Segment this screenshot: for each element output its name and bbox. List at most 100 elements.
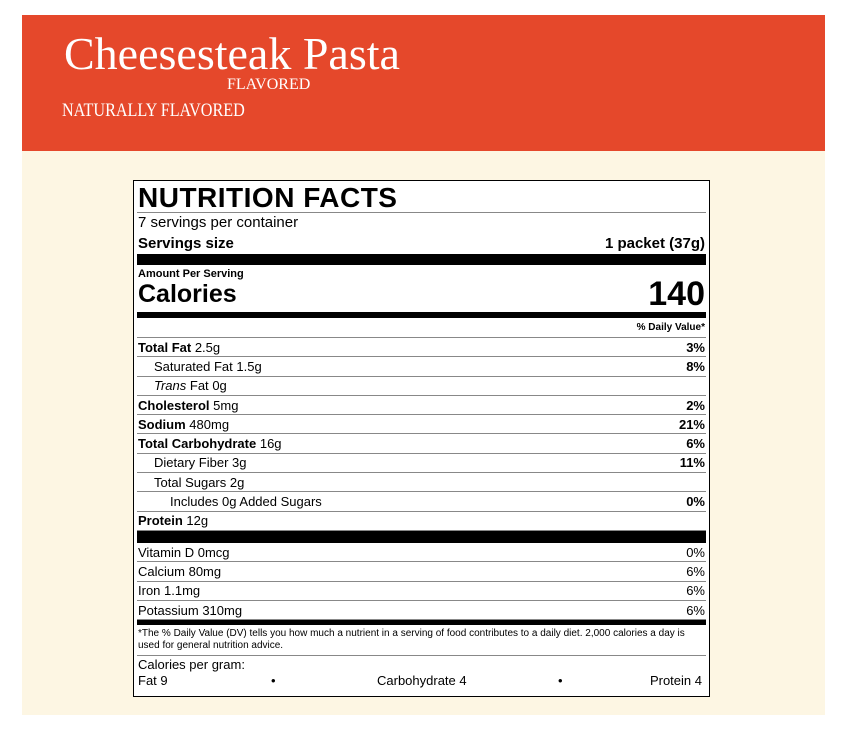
nutrient-label: Sodium 480mg	[138, 417, 229, 432]
footnote-text: *The % Daily Value (DV) tells you how mu…	[138, 628, 685, 652]
nutrient-name: Fat	[189, 378, 209, 394]
medium-rule	[137, 312, 706, 318]
nutrient-amount: 12g	[186, 513, 209, 529]
nutrient-name: Total Fat	[138, 339, 192, 355]
facts-title-text: NUTRITION FACTS	[138, 181, 398, 213]
nutrient-amount: 5mg	[213, 397, 239, 413]
nutrient-label: Vitamin D 0mcg	[138, 545, 230, 560]
cpg-label: Calories per gram:	[138, 657, 245, 673]
bullet: •	[271, 673, 276, 689]
nutrient-row: Total Sugars 2g	[137, 473, 706, 493]
nutrient-name: Dietary Fiber	[154, 455, 229, 471]
nutrition-facts: NUTRITION FACTS 7 servings per container…	[133, 180, 710, 698]
nutrient-row: Saturated Fat 1.5g 8%	[137, 357, 706, 377]
nutrient-name: Saturated Fat	[154, 358, 233, 374]
nutrient-name: Potassium	[138, 602, 199, 618]
dv-header: % Daily Value*	[636, 322, 705, 333]
calories-label: Calories	[138, 280, 237, 308]
nutrient-name: Vitamin D	[138, 544, 195, 560]
nutrient-row: Vitamin D 0mcg 0%	[137, 543, 706, 563]
nutrient-row: Iron 1.1mg 6%	[137, 582, 706, 601]
nutrient-label: Saturated Fat 1.5g	[138, 359, 262, 374]
cpg-item: Fat 9	[138, 673, 168, 689]
nutrient-name: Cholesterol	[138, 397, 210, 413]
amount-row: Amount Per Serving	[137, 265, 706, 280]
nutrient-amount: 80mg	[188, 563, 222, 579]
nutrient-name: Calcium	[138, 563, 185, 579]
nutrient-amount: 0g	[212, 378, 227, 394]
product-title: Cheesesteak Pasta	[64, 28, 400, 79]
nutrient-row: Total Carbohydrate 16g 6%	[137, 434, 706, 454]
nutrient-amount: 0g Added Sugars	[222, 494, 322, 510]
nutrient-name: Total Carbohydrate	[138, 436, 257, 452]
nutrient-name: Protein	[138, 513, 183, 529]
facts-title: NUTRITION FACTS	[137, 181, 706, 213]
nutrient-amount: 310mg	[202, 602, 243, 618]
nutrient-row: Trans Fat 0g	[137, 377, 706, 396]
calories-value: 140	[648, 275, 705, 313]
nutrient-dv: 2%	[686, 397, 705, 413]
nutrient-label: Dietary Fiber 3g	[138, 455, 247, 470]
nutrient-dv: 6%	[686, 583, 705, 599]
medium-rule	[137, 620, 706, 626]
cpg-item: Carbohydrate 4	[377, 673, 467, 689]
thick-rule	[137, 530, 706, 543]
nutrient-row: Dietary Fiber 3g 11%	[137, 454, 706, 474]
nutrient-amount: 480mg	[189, 416, 230, 432]
thick-rule	[137, 254, 706, 265]
nutrient-prefix: Trans	[154, 378, 187, 394]
nutrient-dv: 0%	[686, 494, 705, 510]
serving-size-label: Servings size	[138, 234, 234, 252]
header-band: Cheesesteak Pasta FLAVORED NATURALLY FLA…	[22, 15, 825, 151]
serving-size-row: Servings size 1 packet (37g)	[137, 232, 706, 254]
nutrient-list: Total Fat 2.5g 3% Saturated Fat 1.5g 8% Tran…	[137, 338, 706, 531]
nutrient-dv: 11%	[679, 455, 705, 471]
nutrient-row: Potassium 310mg 6%	[137, 601, 706, 621]
nutrient-label: Iron 1.1mg	[138, 583, 200, 598]
nutrient-amount: 1.5g	[236, 358, 262, 374]
nutrient-label: Calcium 80mg	[138, 564, 221, 579]
nutrient-amount: 16g	[259, 436, 282, 452]
nutrient-label: Includes 0g Added Sugars	[138, 494, 322, 509]
bullet: •	[558, 673, 563, 689]
nutrient-name: Sodium	[138, 416, 186, 432]
cpg-row: Fat 9 • Carbohydrate 4 • Protein 4	[137, 673, 706, 690]
nutrient-dv: 6%	[686, 563, 705, 579]
nutrient-row: Sodium 480mg 21%	[137, 415, 706, 435]
servings-row: 7 servings per container	[137, 213, 706, 232]
nutrient-dv: 3%	[686, 339, 705, 355]
nutrient-dv: 6%	[686, 602, 705, 618]
nutrient-amount: 1.1mg	[164, 583, 201, 599]
nutrient-amount: 2g	[229, 474, 245, 490]
dv-header-row: % Daily Value*	[137, 318, 706, 338]
nutrient-row: Calcium 80mg 6%	[137, 562, 706, 582]
serving-size-value: 1 packet (37g)	[604, 234, 705, 252]
flavored-label: FLAVORED	[227, 76, 311, 93]
nutrient-label: Trans Fat 0g	[138, 378, 227, 393]
nutrient-name: Includes	[170, 494, 219, 510]
nutrient-row: Cholesterol 5mg 2%	[137, 396, 706, 416]
nutrient-label: Total Sugars 2g	[138, 475, 244, 490]
amount-per-serving: Amount Per Serving	[138, 268, 244, 280]
nutrient-row: Includes 0g Added Sugars 0%	[137, 492, 706, 512]
nutrient-amount: 0mcg	[197, 544, 230, 560]
cpg-item: Protein 4	[649, 673, 702, 689]
nutrient-row: Protein 12g	[137, 512, 706, 531]
nutrient-amount: 2.5g	[194, 339, 221, 355]
nutrient-name: Total Sugars	[154, 474, 227, 490]
vitamin-list: Vitamin D 0mcg 0% Calcium 80mg 6% Iron 1.1mg…	[137, 543, 706, 621]
nutrient-label: Total Fat 2.5g	[138, 340, 220, 355]
footnote: *The % Daily Value (DV) tells you how mu…	[137, 625, 706, 657]
nutrient-dv: 8%	[686, 358, 705, 374]
nutrient-row: Total Fat 2.5g 3%	[137, 338, 706, 358]
tagline: NATURALLY FLAVORED	[62, 100, 245, 121]
nutrient-label: Cholesterol 5mg	[138, 398, 238, 413]
nutrient-label: Total Carbohydrate 16g	[138, 436, 282, 451]
nutrient-label: Potassium 310mg	[138, 603, 242, 618]
cpg-label-row: Calories per gram:	[137, 656, 706, 673]
nutrient-name: Iron	[138, 583, 161, 599]
nutrient-dv: 6%	[686, 436, 705, 452]
calories-row: Calories 140	[137, 275, 706, 313]
nutrient-dv: 21%	[678, 416, 705, 432]
